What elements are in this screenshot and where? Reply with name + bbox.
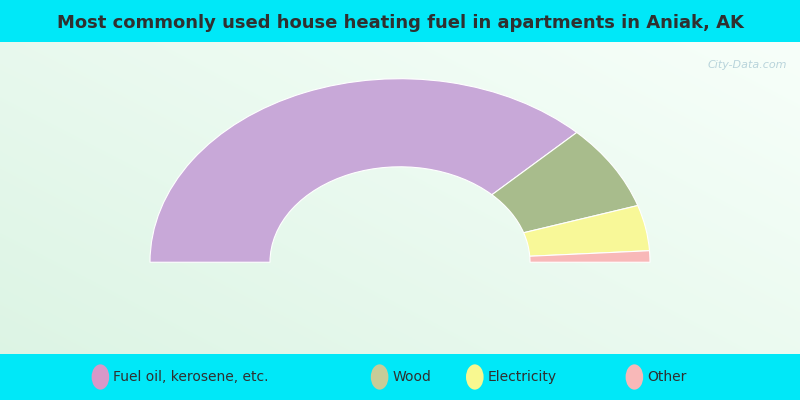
Ellipse shape [626, 364, 643, 390]
Text: Electricity: Electricity [488, 370, 557, 384]
Text: Other: Other [647, 370, 686, 384]
Wedge shape [530, 251, 650, 262]
Text: Most commonly used house heating fuel in apartments in Aniak, AK: Most commonly used house heating fuel in… [57, 14, 743, 32]
Ellipse shape [371, 364, 389, 390]
Wedge shape [492, 132, 638, 233]
Text: Fuel oil, kerosene, etc.: Fuel oil, kerosene, etc. [114, 370, 269, 384]
Ellipse shape [466, 364, 484, 390]
Text: City-Data.com: City-Data.com [708, 60, 787, 70]
Wedge shape [150, 79, 577, 262]
Wedge shape [524, 206, 650, 256]
Text: Wood: Wood [393, 370, 431, 384]
Ellipse shape [92, 364, 110, 390]
